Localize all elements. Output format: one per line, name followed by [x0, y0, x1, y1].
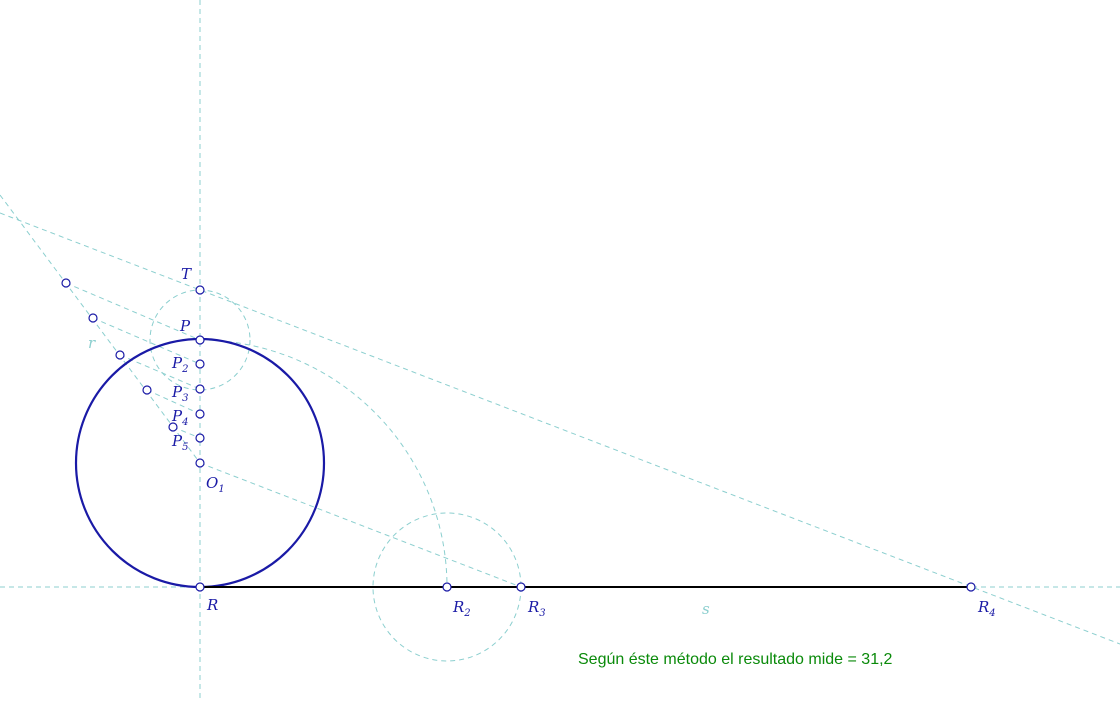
point-label: O1 — [206, 474, 225, 495]
label-text: R — [527, 598, 539, 616]
label-text: P — [171, 383, 183, 401]
point-label: P5 — [171, 432, 188, 453]
label-subscript: 2 — [181, 364, 188, 375]
parallel-line — [146, 389, 201, 415]
label-subscript: 3 — [182, 393, 188, 404]
parallel-line — [65, 282, 201, 341]
point-label: P3 — [171, 383, 188, 404]
label-subscript: 4 — [988, 608, 995, 619]
point — [61, 278, 71, 288]
label-subscript: 4 — [181, 417, 188, 428]
point-label: R3 — [527, 598, 546, 619]
label-text: R — [452, 598, 464, 616]
label-text: O — [206, 474, 218, 492]
point-label: R — [206, 596, 218, 614]
label-text: s — [702, 600, 710, 618]
point — [442, 582, 452, 592]
point — [195, 384, 205, 394]
label-subscript: 3 — [539, 608, 545, 619]
parallel-line — [119, 354, 201, 390]
label-text: R — [206, 596, 218, 614]
point — [195, 458, 205, 468]
label-subscript: 5 — [182, 442, 188, 453]
o1-r3-line — [199, 462, 522, 588]
point — [966, 582, 976, 592]
point-label: P2 — [171, 354, 188, 375]
parallel-line — [172, 426, 201, 439]
line-r — [0, 194, 201, 464]
point-label: P4 — [171, 407, 188, 428]
point — [195, 359, 205, 369]
label-text: P — [171, 432, 183, 450]
label-text: T — [181, 265, 192, 283]
point — [195, 582, 205, 592]
label-subscript: 2 — [463, 608, 470, 619]
label-subscript: 1 — [218, 484, 224, 495]
point — [195, 433, 205, 443]
point-label: s — [702, 600, 710, 618]
label-text: P — [171, 354, 183, 372]
label-text: P — [171, 407, 183, 425]
point — [168, 422, 178, 432]
point-label: R4 — [977, 598, 996, 619]
point-label: R2 — [452, 598, 471, 619]
points — [61, 278, 976, 592]
point-label: r — [88, 334, 96, 352]
label-text: P — [179, 317, 191, 335]
point — [115, 350, 125, 360]
point — [195, 335, 205, 345]
point — [142, 385, 152, 395]
point — [88, 313, 98, 323]
parallel-line — [92, 317, 201, 365]
point — [516, 582, 526, 592]
point — [195, 285, 205, 295]
arc — [199, 339, 448, 588]
result-text: Según éste método el resultado mide = 31… — [578, 651, 893, 668]
label-text: R — [977, 598, 989, 616]
label-text: r — [88, 334, 96, 352]
point-label: T — [181, 265, 192, 283]
point-label: P — [179, 317, 191, 335]
point — [195, 409, 205, 419]
tangent-line — [0, 212, 1120, 645]
